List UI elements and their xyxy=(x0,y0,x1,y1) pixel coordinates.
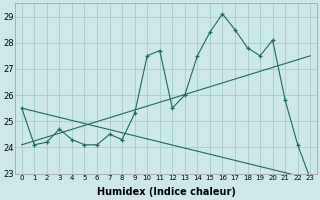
X-axis label: Humidex (Indice chaleur): Humidex (Indice chaleur) xyxy=(97,187,236,197)
